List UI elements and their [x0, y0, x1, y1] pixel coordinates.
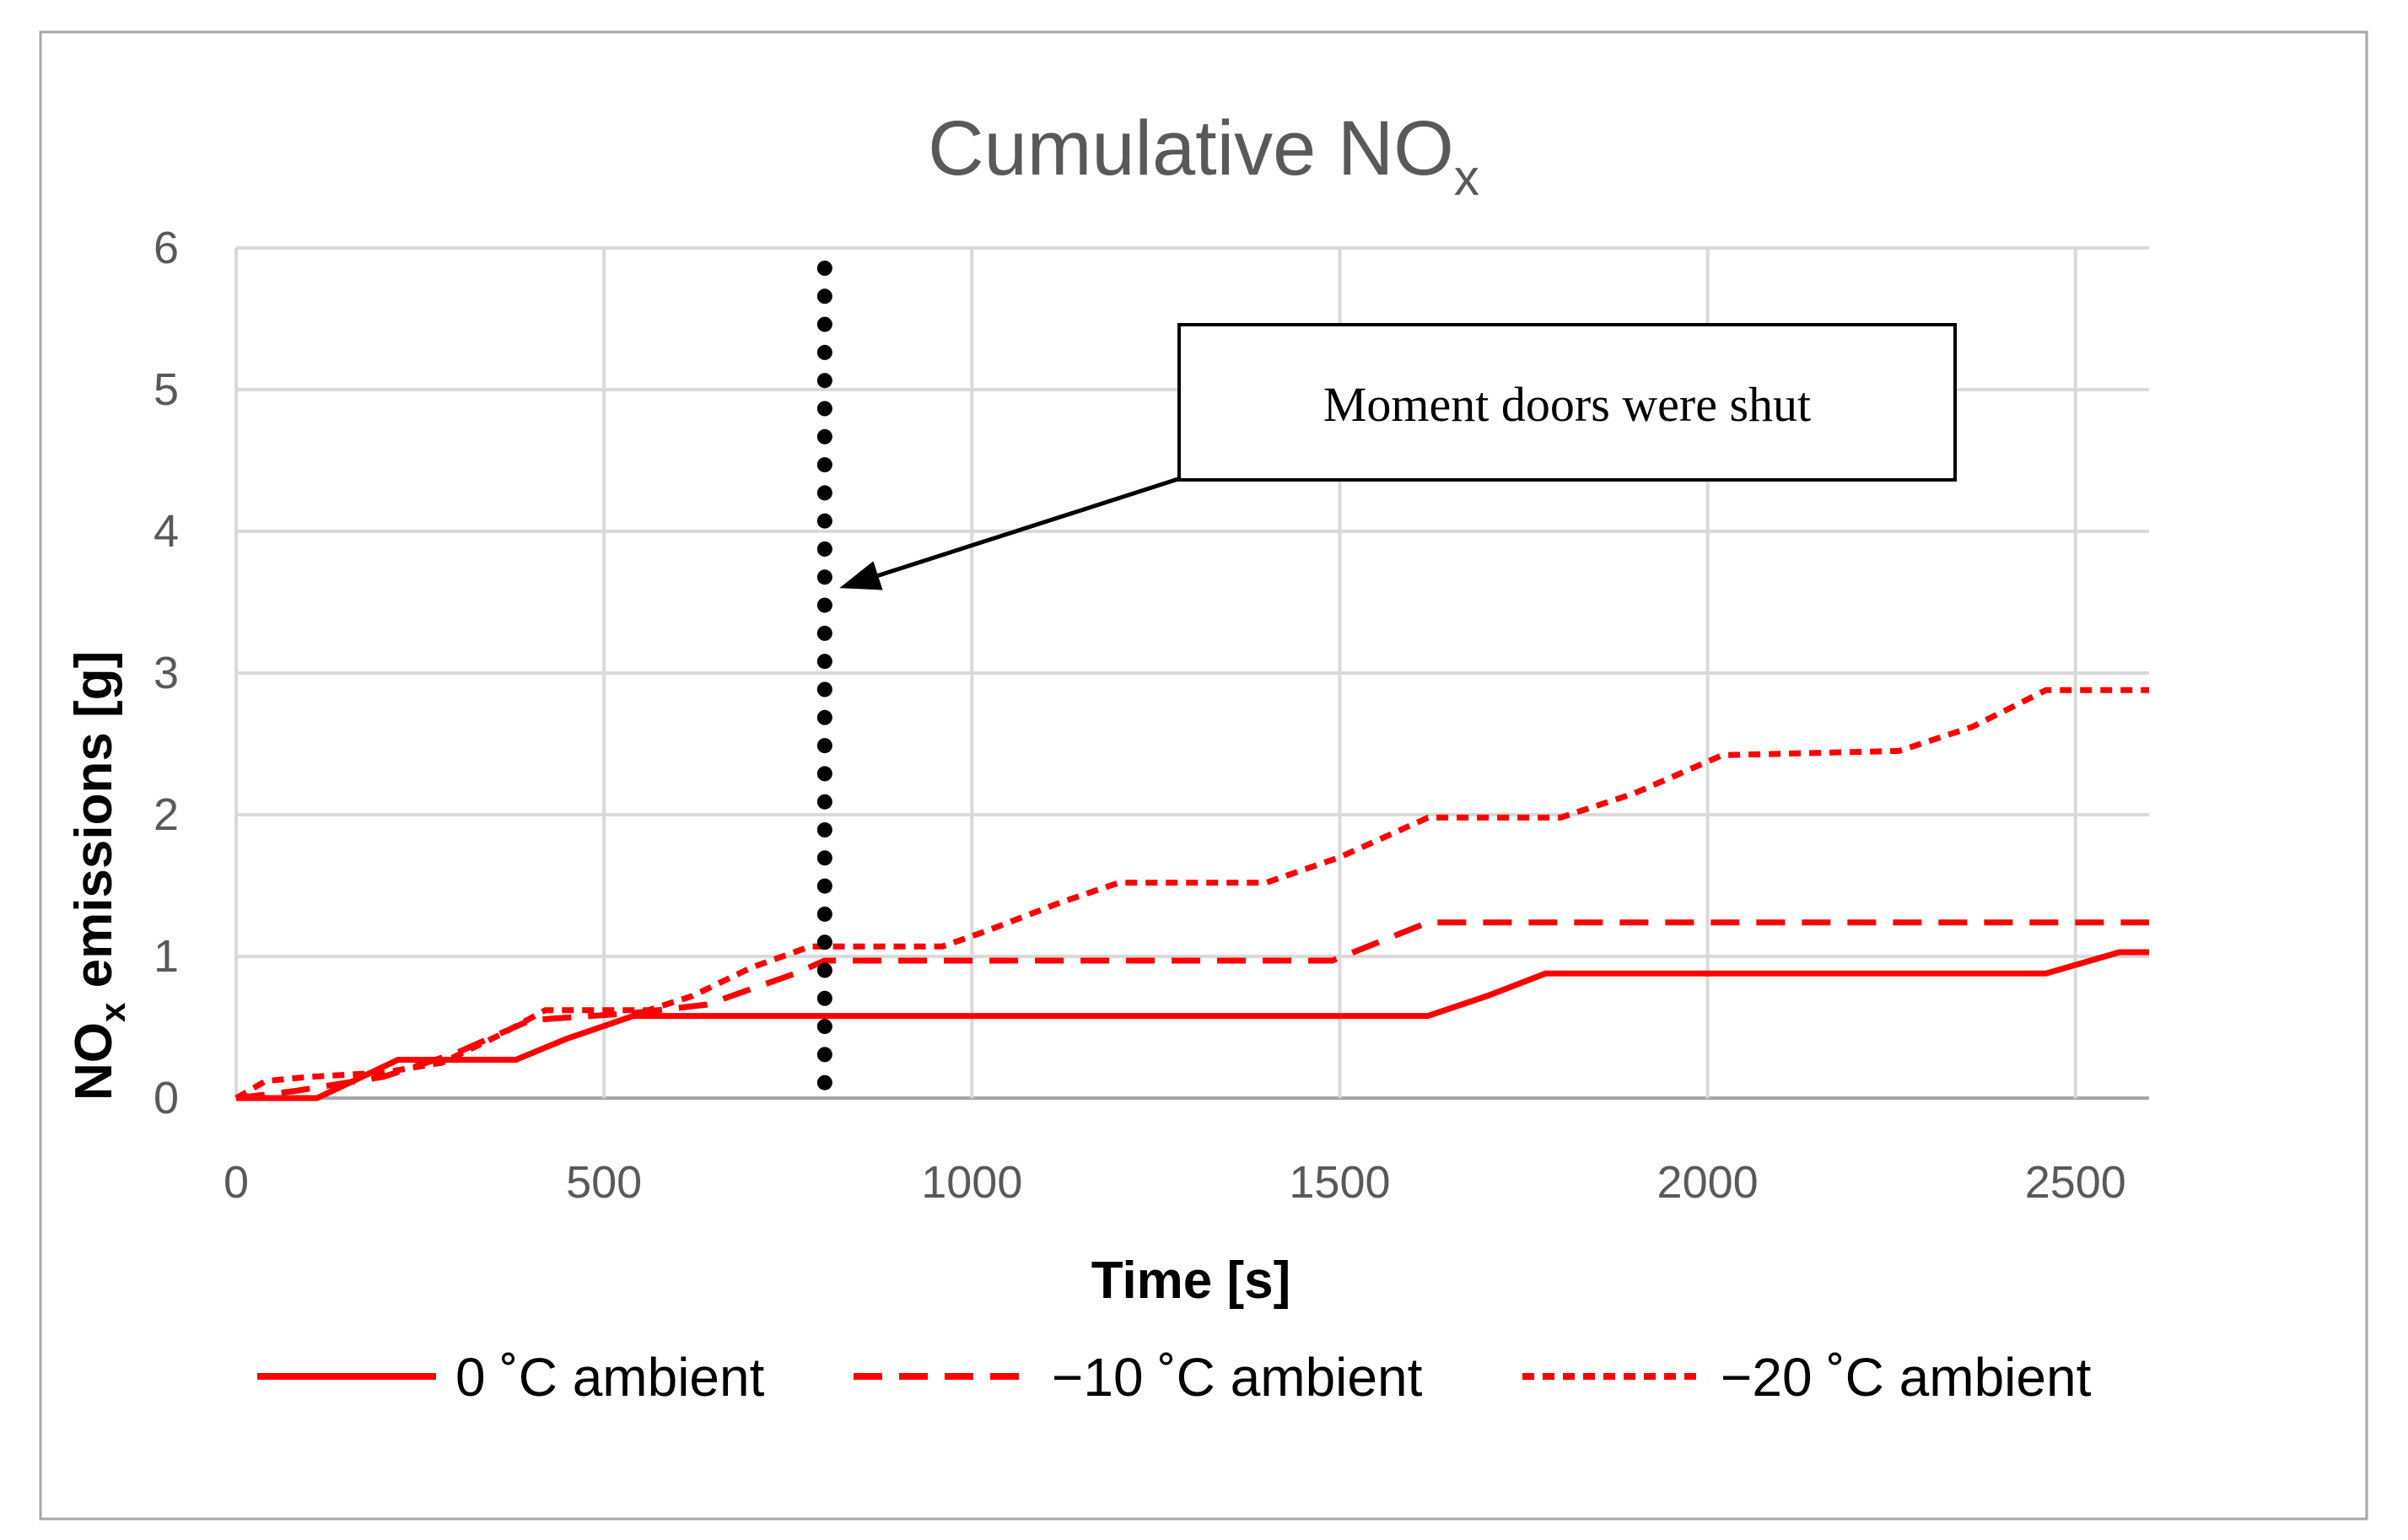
marker-dot-0 [816, 261, 832, 276]
marker-dot-6 [816, 428, 832, 444]
chart-title: Cumulative NOx [928, 105, 1479, 206]
legend: 0 ˚C ambient −10 ˚C ambient −20 ˚C ambient [257, 1347, 2092, 1408]
marker-dot-26 [816, 990, 832, 1006]
annotation-text: Moment doors were shut [1323, 377, 1811, 432]
x-tick-label-3: 1500 [1289, 1157, 1390, 1208]
marker-dot-23 [816, 906, 832, 922]
x-axis-title: Time [s] [1091, 1252, 1291, 1310]
marker-dot-11 [816, 569, 832, 585]
x-tick-label-0: 0 [224, 1157, 249, 1208]
y-tick-label-4: 4 [154, 506, 179, 557]
legend-label-1: −10 ˚C ambient [1052, 1347, 1423, 1408]
marker-layer [816, 261, 832, 1090]
marker-dot-3 [816, 344, 832, 360]
marker-dot-28 [816, 1047, 832, 1063]
y-tick-label-0: 0 [154, 1073, 179, 1123]
annotation-arrow [877, 476, 1182, 578]
legend-label-0: 0 ˚C ambient [455, 1347, 765, 1408]
series-line-0 [236, 949, 2149, 1101]
legend-label-2: −20 ˚C ambient [1721, 1347, 2092, 1408]
marker-dot-5 [816, 401, 832, 417]
marker-dot-14 [816, 654, 832, 670]
x-tick-label-5: 2500 [2025, 1157, 2126, 1208]
x-tick-label-2: 1000 [921, 1157, 1022, 1208]
marker-dot-15 [816, 681, 832, 697]
marker-dot-2 [816, 316, 832, 332]
marker-dot-18 [816, 766, 832, 782]
y-tick-label-1: 1 [154, 931, 179, 982]
marker-dot-9 [816, 513, 832, 529]
y-tick-label-6: 6 [154, 223, 179, 273]
marker-dot-19 [816, 794, 832, 810]
marker-dot-10 [816, 541, 832, 557]
marker-dot-12 [816, 597, 832, 613]
chart-frame [39, 30, 2368, 1521]
marker-dot-17 [816, 738, 832, 754]
marker-dot-13 [816, 625, 832, 641]
marker-dot-20 [816, 822, 832, 837]
annotation-arrowhead [839, 561, 883, 590]
marker-dot-22 [816, 878, 832, 894]
marker-dot-24 [816, 934, 832, 950]
annotation: Moment doors were shut [839, 323, 1957, 590]
y-tick-label-3: 3 [154, 648, 179, 698]
marker-dot-27 [816, 1019, 832, 1035]
marker-dot-1 [816, 288, 832, 304]
series-layer [234, 687, 2149, 1101]
x-tick-label-1: 500 [566, 1157, 642, 1208]
y-tick-label-2: 2 [154, 789, 179, 840]
y-axis-title: NOx emissions [g] [65, 651, 132, 1101]
x-tick-labels: 0 500 1000 1500 2000 2500 [224, 1157, 2126, 1208]
marker-dot-7 [816, 457, 832, 473]
y-tick-labels: 0 1 2 3 4 5 6 [154, 223, 179, 1123]
marker-dot-29 [816, 1074, 832, 1090]
series-line-1 [235, 919, 2149, 1101]
marker-dot-8 [816, 485, 832, 501]
marker-dot-4 [816, 373, 832, 389]
y-tick-label-5: 5 [154, 364, 179, 415]
series-line-2 [234, 687, 2149, 1101]
annotation-box [1177, 323, 1957, 482]
marker-dot-21 [816, 850, 832, 866]
marker-dot-25 [816, 962, 832, 978]
marker-dot-16 [816, 709, 832, 725]
x-tick-label-4: 2000 [1657, 1157, 1759, 1208]
